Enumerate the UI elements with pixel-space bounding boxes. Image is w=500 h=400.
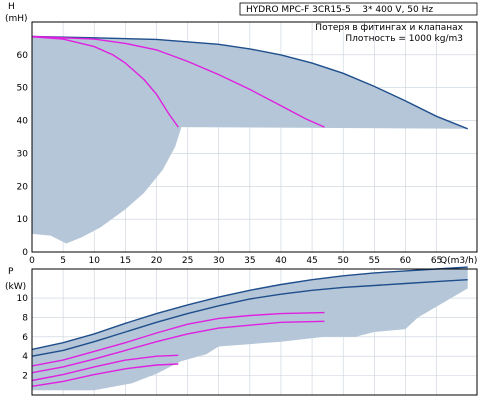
power-flow-panel: 2 4 6 8 10 P (kW) xyxy=(5,266,478,396)
x-tick-label: 0 xyxy=(29,256,35,266)
head-x-tick-labels: 0 5 10 15 20 25 30 35 40 45 50 55 60 65 xyxy=(29,256,442,266)
power-y-axis-label: P xyxy=(8,267,14,277)
power-y-axis-unit: (kW) xyxy=(5,282,26,292)
head-envelope-area xyxy=(32,36,468,244)
x-tick-label: 40 xyxy=(275,256,287,266)
power-plot-frame xyxy=(31,268,478,396)
x-tick-label: 10 xyxy=(89,256,101,266)
performance-curve-6 xyxy=(31,363,179,387)
x-tick-label: 5 xyxy=(60,256,66,266)
performance-curve-2 xyxy=(31,36,179,128)
performance-curve-2 xyxy=(31,279,468,357)
y-tick-label: 0 xyxy=(22,248,28,258)
operating-envelope xyxy=(32,36,468,244)
performance-curve-1 xyxy=(31,35,468,130)
head-plot-frame xyxy=(31,21,478,253)
chart-title: HYDRO MPC-F 3CR15-5 3* 400 V, 50 Hz xyxy=(246,5,433,15)
head-y-axis-label: H xyxy=(8,2,15,12)
y-tick-label: 50 xyxy=(17,84,29,94)
performance-curve-3 xyxy=(31,311,325,367)
x-tick-label: 35 xyxy=(244,256,255,266)
operating-envelope xyxy=(32,267,468,391)
power-envelope-area xyxy=(32,267,468,391)
y-tick-label: 4 xyxy=(22,352,28,362)
performance-curve-4 xyxy=(31,320,325,374)
title-box xyxy=(239,2,478,16)
x-tick-label: 30 xyxy=(213,256,225,266)
y-tick-label: 10 xyxy=(17,215,29,225)
head-flow-panel: 0 10 20 30 40 50 60 0 5 10 15 20 25 30 35 40 45 50 55 60 65… xyxy=(5,2,478,266)
power-curves xyxy=(31,266,468,387)
performance-curve-3 xyxy=(31,35,325,128)
x-tick-label: 20 xyxy=(151,256,163,266)
y-tick-label: 8 xyxy=(22,313,28,323)
y-tick-label: 10 xyxy=(17,294,29,304)
x-tick-label: 60 xyxy=(400,256,412,266)
head-y-tick-labels: 0 10 20 30 40 50 60 xyxy=(17,51,29,258)
y-tick-label: 40 xyxy=(17,117,29,127)
x-tick-label: 25 xyxy=(182,256,193,266)
y-tick-label: 20 xyxy=(17,182,29,192)
x-tick-label: 65 xyxy=(431,256,442,266)
power-y-tick-labels: 2 4 6 8 10 xyxy=(17,294,29,382)
head-note-fittings: Потеря в фитингах и клапанах xyxy=(315,23,463,33)
head-note-density: Плотность = 1000 kg/m3 xyxy=(345,34,463,44)
head-curves xyxy=(31,35,468,130)
head-y-axis-unit: (mH) xyxy=(5,14,28,24)
y-tick-label: 30 xyxy=(17,149,29,159)
y-tick-label: 60 xyxy=(17,51,29,61)
x-tick-label: 45 xyxy=(306,256,317,266)
performance-curve-1 xyxy=(31,266,468,351)
performance-curve-5 xyxy=(31,354,179,382)
x-tick-label: 50 xyxy=(337,256,349,266)
x-tick-label: 55 xyxy=(369,256,380,266)
x-axis-label: Q(m3/h) xyxy=(440,256,477,266)
y-tick-label: 2 xyxy=(22,372,28,382)
y-tick-label: 6 xyxy=(22,333,28,343)
x-tick-label: 15 xyxy=(120,256,131,266)
